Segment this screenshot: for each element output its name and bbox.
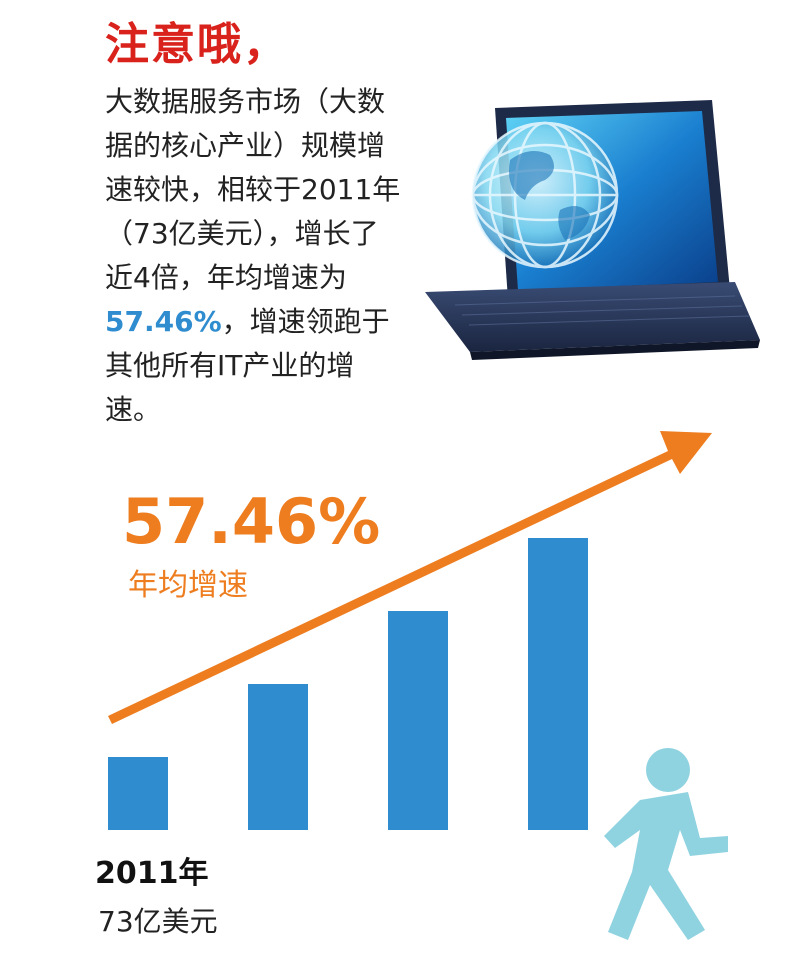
bar-4 <box>528 538 588 830</box>
body-text-before: 大数据服务市场（大数据的核心产业）规模增速较快，相较于2011年（73亿美元），… <box>105 85 401 294</box>
body-text: 大数据服务市场（大数据的核心产业）规模增速较快，相较于2011年（73亿美元），… <box>105 80 405 432</box>
annotation-label: 年均增速 <box>128 568 248 603</box>
bar-3 <box>388 611 448 830</box>
body-text-highlight: 57.46% <box>105 305 222 338</box>
tick-label-first: 2011年 <box>95 856 209 891</box>
data-label-first: 73亿美元 <box>98 905 218 938</box>
bar-1 <box>108 757 168 830</box>
headline: 注意哦， <box>105 19 289 70</box>
annotation-value: 57.46% <box>122 485 381 558</box>
body-text-after: ，增速领跑于其他所有IT产业的增速。 <box>105 305 390 426</box>
trend-arrow <box>108 431 712 724</box>
bar-2 <box>248 684 308 830</box>
